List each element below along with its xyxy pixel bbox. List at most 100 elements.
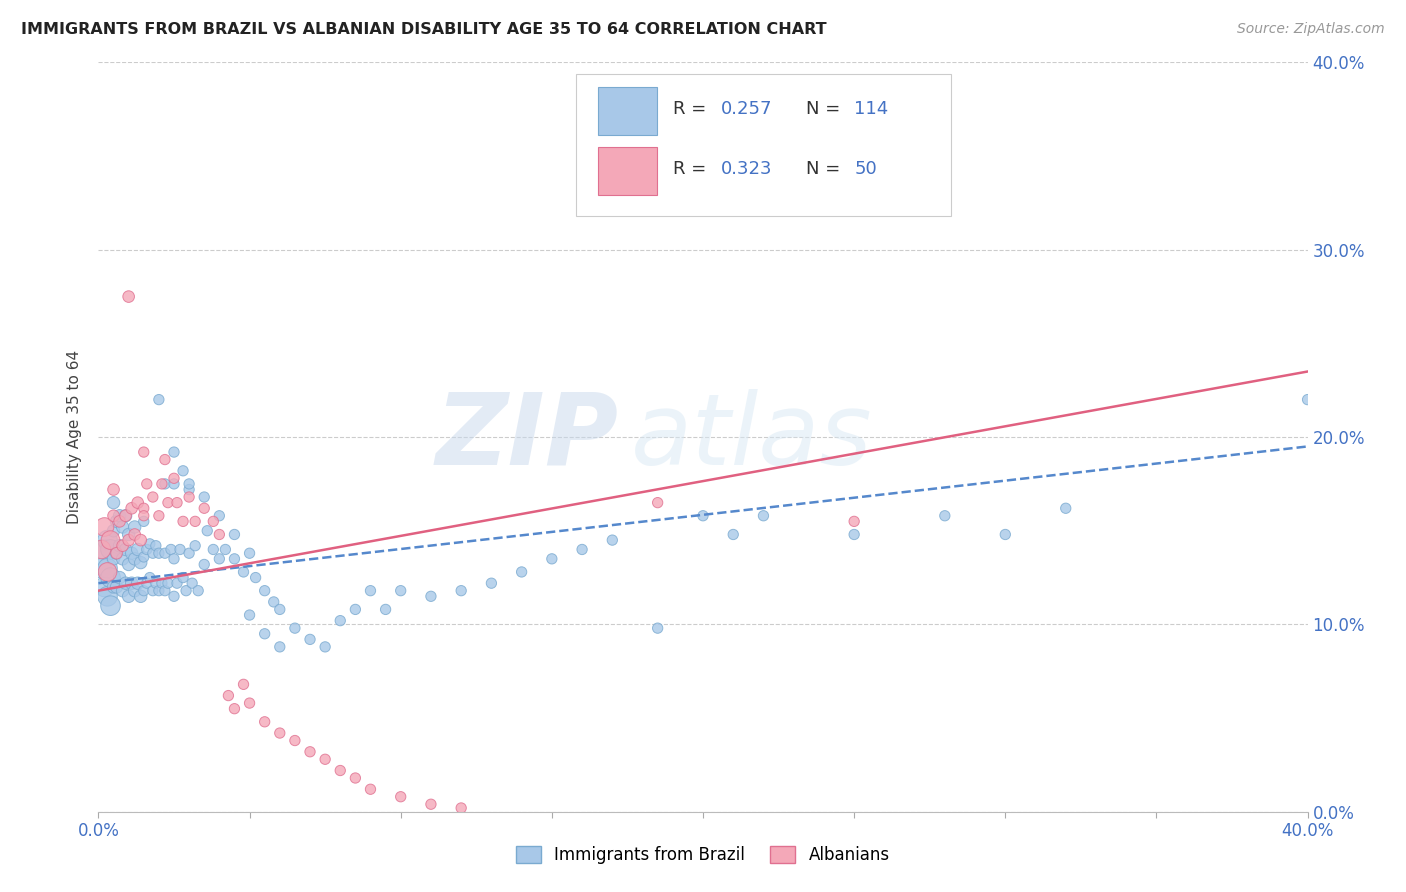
Point	[269, 640, 291, 654]
Point	[150, 476, 173, 491]
Point	[132, 514, 155, 528]
Point	[124, 583, 146, 598]
Point	[114, 508, 136, 523]
Point	[172, 571, 194, 585]
Point	[111, 520, 134, 534]
Point	[129, 590, 152, 604]
Point	[148, 508, 170, 523]
Point	[153, 546, 176, 560]
Point	[96, 565, 118, 579]
FancyBboxPatch shape	[598, 147, 657, 195]
Point	[284, 733, 307, 747]
Point	[179, 483, 201, 497]
Point	[389, 583, 412, 598]
Point	[114, 576, 136, 591]
Text: Source: ZipAtlas.com: Source: ZipAtlas.com	[1237, 22, 1385, 37]
Point	[481, 576, 503, 591]
Point	[108, 508, 131, 523]
Point	[132, 549, 155, 564]
Point	[752, 508, 775, 523]
Point	[360, 583, 382, 598]
Point	[103, 551, 125, 566]
Point	[129, 533, 152, 547]
Point	[118, 527, 141, 541]
Point	[127, 496, 149, 510]
Point	[344, 602, 367, 616]
Point	[647, 496, 669, 510]
Point	[1054, 501, 1077, 516]
Point	[253, 626, 276, 640]
Point	[103, 483, 125, 497]
Point	[142, 490, 165, 504]
Point	[166, 576, 188, 591]
Point	[111, 551, 134, 566]
Point	[150, 576, 173, 591]
Point	[108, 514, 131, 528]
Point	[163, 471, 186, 485]
Point	[224, 551, 246, 566]
Point	[142, 546, 165, 560]
Point	[132, 583, 155, 598]
Point	[1296, 392, 1319, 407]
Point	[148, 546, 170, 560]
FancyBboxPatch shape	[576, 74, 950, 216]
Point	[121, 546, 143, 560]
Point	[181, 576, 204, 591]
Point	[103, 580, 125, 594]
Point	[187, 583, 209, 598]
Point	[148, 583, 170, 598]
Point	[93, 542, 115, 557]
Point	[100, 533, 122, 547]
Point	[245, 571, 267, 585]
Point	[994, 527, 1017, 541]
Point	[105, 514, 128, 528]
Point	[118, 558, 141, 572]
Point	[124, 551, 146, 566]
Point	[156, 496, 179, 510]
Point	[602, 533, 624, 547]
Point	[389, 789, 412, 804]
Point	[239, 546, 262, 560]
Point	[232, 565, 254, 579]
Point	[299, 745, 322, 759]
Point	[269, 726, 291, 740]
Point	[214, 542, 236, 557]
Point	[540, 551, 562, 566]
Point	[142, 583, 165, 598]
Point	[344, 771, 367, 785]
Point	[148, 392, 170, 407]
Point	[239, 696, 262, 710]
Point	[510, 565, 533, 579]
Point	[135, 576, 157, 591]
Point	[103, 508, 125, 523]
Point	[193, 558, 215, 572]
Point	[263, 595, 285, 609]
Point	[145, 539, 167, 553]
Point	[103, 524, 125, 538]
Point	[163, 551, 186, 566]
Point	[160, 542, 183, 557]
Point	[420, 590, 443, 604]
Point	[93, 580, 115, 594]
Point	[169, 542, 191, 557]
Legend: Immigrants from Brazil, Albanians: Immigrants from Brazil, Albanians	[509, 839, 897, 871]
Point	[253, 714, 276, 729]
Point	[103, 496, 125, 510]
Point	[90, 561, 112, 575]
Point	[118, 289, 141, 303]
Point	[692, 508, 714, 523]
Point	[135, 476, 157, 491]
Point	[174, 583, 197, 598]
Point	[193, 501, 215, 516]
Point	[163, 590, 186, 604]
Point	[118, 590, 141, 604]
Point	[450, 801, 472, 815]
Point	[299, 632, 322, 647]
Point	[100, 599, 122, 613]
Point	[105, 546, 128, 560]
Point	[208, 527, 231, 541]
Point	[208, 508, 231, 523]
Point	[124, 520, 146, 534]
Text: R =: R =	[673, 160, 711, 178]
Text: IMMIGRANTS FROM BRAZIL VS ALBANIAN DISABILITY AGE 35 TO 64 CORRELATION CHART: IMMIGRANTS FROM BRAZIL VS ALBANIAN DISAB…	[21, 22, 827, 37]
